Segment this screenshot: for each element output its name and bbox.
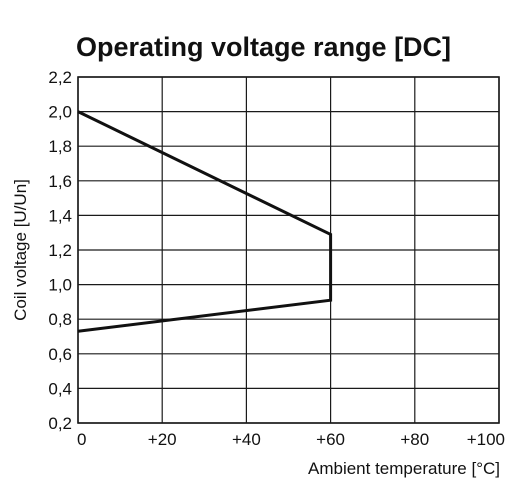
- y-tick-label: 0,2: [48, 414, 72, 433]
- y-tick-label: 0,8: [48, 310, 72, 329]
- y-tick-label: 1,8: [48, 137, 72, 156]
- y-tick-label: 1,4: [48, 206, 72, 225]
- x-tick-label: +100: [467, 430, 505, 449]
- x-axis-ticks: 0 +20 +40 +60 +80 +100: [77, 430, 505, 449]
- y-axis-ticks: 0,2 0,4 0,6 0,8 1,0 1,2 1,4 1,6 1,8 2,0 2,2: [48, 68, 72, 433]
- plot-frame: [77, 76, 500, 424]
- x-tick-label: +20: [148, 430, 177, 449]
- y-tick-label: 1,2: [48, 241, 72, 260]
- y-axis-label: Coil voltage [U/Un]: [11, 179, 30, 321]
- x-tick-label: +60: [316, 430, 345, 449]
- y-tick-label: 0,4: [48, 379, 72, 398]
- x-tick-label: 0: [77, 430, 86, 449]
- x-tick-label: +80: [400, 430, 429, 449]
- y-tick-label: 1,6: [48, 172, 72, 191]
- y-tick-label: 2,0: [48, 103, 72, 122]
- y-tick-label: 0,6: [48, 345, 72, 364]
- grid: [77, 76, 500, 424]
- y-tick-label: 1,0: [48, 276, 72, 295]
- series-group: [77, 110, 333, 333]
- operating-range-line: [77, 110, 333, 333]
- x-axis-label: Ambient temperature [°C]: [308, 459, 500, 478]
- y-tick-label: 2,2: [48, 68, 72, 87]
- x-tick-label: +40: [232, 430, 261, 449]
- chart-title: Operating voltage range [DC]: [76, 32, 451, 62]
